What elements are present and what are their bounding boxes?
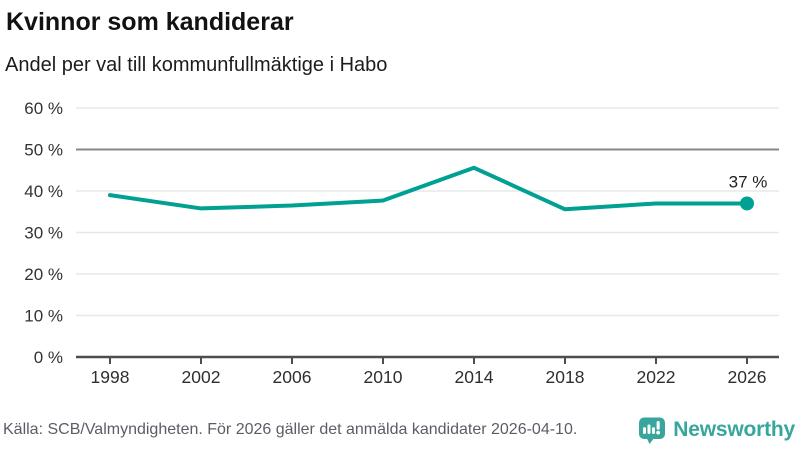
y-tick-label: 0 %: [34, 348, 63, 367]
newsworthy-logo-icon: [639, 417, 666, 444]
y-tick-label: 60 %: [24, 99, 63, 118]
y-tick-label: 40 %: [24, 182, 63, 201]
x-tick-label: 2018: [546, 367, 585, 387]
y-tick-label: 20 %: [24, 265, 63, 284]
x-tick-label: 2026: [728, 367, 767, 387]
y-tick-label: 30 %: [24, 224, 63, 243]
source-note: Källa: SCB/Valmyndigheten. För 2026 gäll…: [3, 421, 578, 438]
x-tick-label: 1998: [91, 367, 130, 387]
end-value-label: 37 %: [729, 172, 768, 191]
y-tick-label: 10 %: [24, 307, 63, 326]
footer: Källa: SCB/Valmyndigheten. För 2026 gäll…: [3, 415, 795, 445]
x-tick-label: 2010: [364, 367, 403, 387]
line-chart: 0 % 10 % 20 % 30 % 40 % 50 % 60 % 1998 2002 2006 2…: [24, 99, 779, 387]
x-tick-label: 2022: [637, 367, 676, 387]
page-subtitle: Andel per val till kommunfullmäktige i H…: [5, 53, 388, 76]
y-tick-label: 50 %: [24, 141, 63, 160]
data-line: [108, 165, 749, 212]
x-tick-label: 2014: [455, 367, 494, 387]
brand-name: Newsworthy: [673, 418, 795, 441]
x-tick-label: 2002: [182, 367, 221, 387]
brand-logo-group: Newsworthy: [637, 415, 795, 445]
page-title: Kvinnor som kandiderar: [6, 8, 294, 36]
x-tick-label: 2006: [273, 367, 312, 387]
data-point-marker: [740, 196, 754, 211]
